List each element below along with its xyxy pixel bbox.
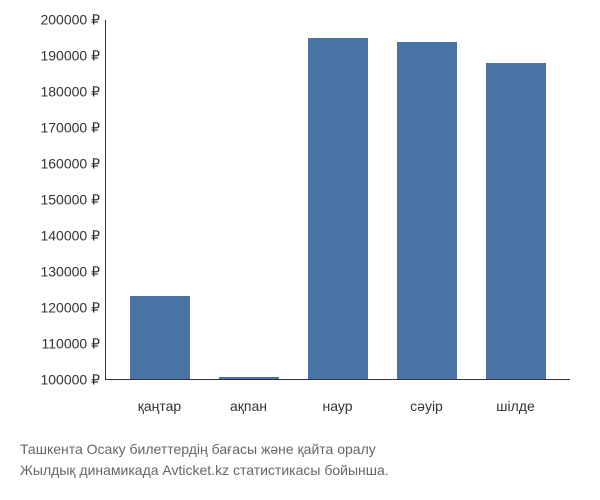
- y-tick-label: 200000 ₽: [40, 12, 100, 29]
- x-tick-label: наур: [308, 398, 368, 414]
- y-tick-label: 190000 ₽: [40, 48, 100, 65]
- caption-line-2: Жылдық динамикада Avticket.kz статистика…: [20, 460, 570, 481]
- bar: [219, 377, 279, 379]
- y-tick-label: 170000 ₽: [40, 120, 100, 137]
- y-tick-label: 180000 ₽: [40, 84, 100, 101]
- bar: [130, 296, 190, 379]
- x-tick-label: шілде: [486, 398, 546, 414]
- chart-container: 100000 ₽110000 ₽120000 ₽130000 ₽140000 ₽…: [105, 20, 570, 380]
- y-tick-label: 160000 ₽: [40, 156, 100, 173]
- bars-group: [106, 20, 570, 379]
- y-axis: 100000 ₽110000 ₽120000 ₽130000 ₽140000 ₽…: [20, 20, 105, 380]
- y-tick-label: 100000 ₽: [40, 372, 100, 389]
- bar: [397, 42, 457, 379]
- y-tick-label: 120000 ₽: [40, 300, 100, 317]
- caption-line-1: Ташкента Осаку билеттердің бағасы және қ…: [20, 439, 570, 460]
- chart-caption: Ташкента Осаку билеттердің бағасы және қ…: [20, 439, 570, 481]
- y-tick-label: 150000 ₽: [40, 192, 100, 209]
- plot-area: [105, 20, 570, 380]
- x-tick-label: ақпан: [219, 398, 279, 414]
- bar: [486, 63, 546, 379]
- y-tick-label: 110000 ₽: [42, 336, 100, 353]
- bar: [308, 38, 368, 379]
- x-tick-label: қаңтар: [130, 398, 190, 414]
- y-tick-label: 140000 ₽: [40, 228, 100, 245]
- x-tick-label: сәуір: [397, 398, 457, 414]
- x-axis-labels: қаңтар ақпан наур сәуір шілде: [105, 390, 570, 414]
- y-tick-label: 130000 ₽: [40, 264, 100, 281]
